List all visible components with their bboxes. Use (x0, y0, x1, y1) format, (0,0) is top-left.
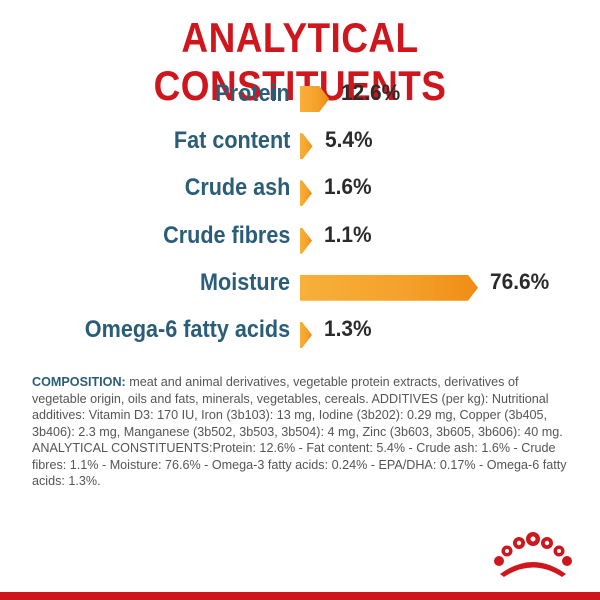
royal-crown-icon (494, 532, 572, 577)
constituent-label: Crude fibres (162, 221, 290, 249)
constituent-bar-wrap (300, 133, 313, 159)
constituent-value: 1.6% (324, 174, 372, 200)
constituent-bar (300, 86, 329, 112)
composition-body: meat and animal derivatives, vegetable p… (32, 375, 567, 488)
constituent-label: Protein (215, 80, 290, 107)
constituent-bar (300, 322, 312, 348)
constituent-value: 1.1% (324, 221, 372, 247)
constituent-bar-wrap (300, 180, 312, 206)
constituent-bar (300, 275, 478, 301)
constituent-bar-wrap (300, 86, 329, 112)
constituent-bar-wrap (300, 228, 312, 254)
constituent-row: Protein 12.6% (0, 76, 600, 116)
composition-text: COMPOSITION: meat and animal derivatives… (32, 374, 572, 490)
constituent-bar (300, 180, 312, 206)
constituent-label: Crude ash (184, 174, 290, 202)
composition-heading: COMPOSITION: (32, 375, 126, 389)
constituent-bar-wrap (300, 322, 312, 348)
constituent-value: 76.6% (490, 268, 550, 294)
constituent-label: Moisture (199, 268, 290, 296)
constituent-row: Crude fibres 1.1% (0, 218, 600, 258)
constituent-bar (300, 133, 313, 159)
constituent-row: Fat content 5.4% (0, 123, 600, 163)
constituent-value: 1.3% (324, 316, 372, 341)
constituent-value: 12.6% (341, 80, 401, 105)
constituent-value: 5.4% (324, 127, 373, 153)
constituent-row: Crude ash 1.6% (0, 170, 600, 210)
constituent-row: Moisture 76.6% (0, 265, 600, 305)
constituent-bar (300, 228, 312, 254)
constituent-label: Fat content (173, 127, 290, 155)
constituent-row: Omega-6 fatty acids 1.3% (0, 312, 600, 352)
constituent-bar-wrap (300, 275, 478, 301)
page-title: ANALYTICAL CONSTITUENTS (153, 14, 447, 109)
bottom-accent-bar (0, 592, 600, 600)
constituent-label: Omega-6 fatty acids (84, 316, 290, 343)
